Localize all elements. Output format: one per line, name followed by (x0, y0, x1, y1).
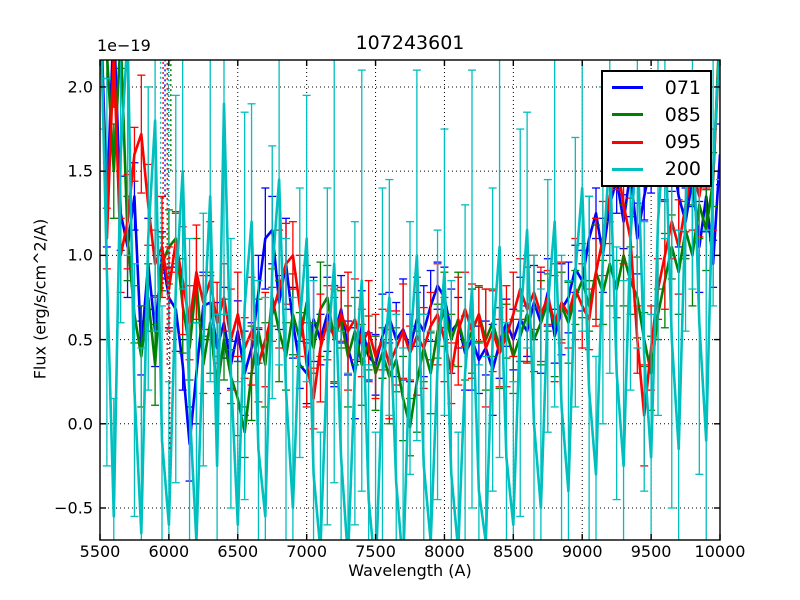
legend-line-sample-071 (612, 86, 643, 90)
x-tick-label-7000: 7000 (286, 542, 328, 561)
plot-frame (99, 59, 721, 541)
x-axis-label: Wavelength (A) (348, 561, 472, 580)
plot-title: 107243601 (355, 32, 465, 54)
y-tick-label--0.5: −0.5 (54, 498, 93, 518)
x-tick-label-10000: 10000 (694, 542, 746, 561)
legend-entry-085: 085 (612, 105, 701, 125)
legend-label-085: 085 (664, 103, 701, 126)
x-tick-label-6500: 6500 (217, 542, 259, 561)
x-tick-label-7500: 7500 (355, 542, 396, 561)
legend-label-200: 200 (664, 158, 701, 181)
y-tick-label-2: 2.0 (67, 77, 93, 97)
series-200 (100, 60, 720, 540)
legend-entry-095: 095 (612, 132, 701, 152)
y-axis-label: Flux (erg/s/cm^2/A) (30, 218, 50, 380)
legend-label-095: 095 (664, 131, 701, 154)
legend-entry-200: 200 (612, 159, 701, 179)
legend-label-071: 071 (664, 76, 701, 99)
legend-entry-071: 071 (612, 78, 701, 98)
legend-box: 071 085 095 200 (601, 70, 712, 187)
series-line-200 (100, 60, 720, 540)
x-tick-label-9500: 9500 (630, 542, 672, 561)
x-tick-label-6000: 6000 (148, 542, 190, 561)
y-tick-label-0: 0.0 (67, 414, 93, 434)
legend-line-sample-085 (612, 113, 643, 117)
x-tick-label-5500: 5500 (79, 542, 121, 561)
legend-line-sample-095 (612, 140, 643, 144)
x-tick-label-8500: 8500 (492, 542, 534, 561)
axis-ticks (99, 60, 721, 540)
y-tick-label-1.5: 1.5 (67, 161, 93, 181)
legend-line-sample-200 (612, 167, 643, 171)
y-tick-label-0.5: 0.5 (67, 330, 93, 350)
y-tick-label-1: 1.0 (67, 245, 93, 265)
x-tick-label-9000: 9000 (561, 542, 603, 561)
y-axis-offset-text: 1e−19 (97, 36, 151, 55)
x-tick-label-8000: 8000 (424, 542, 465, 561)
